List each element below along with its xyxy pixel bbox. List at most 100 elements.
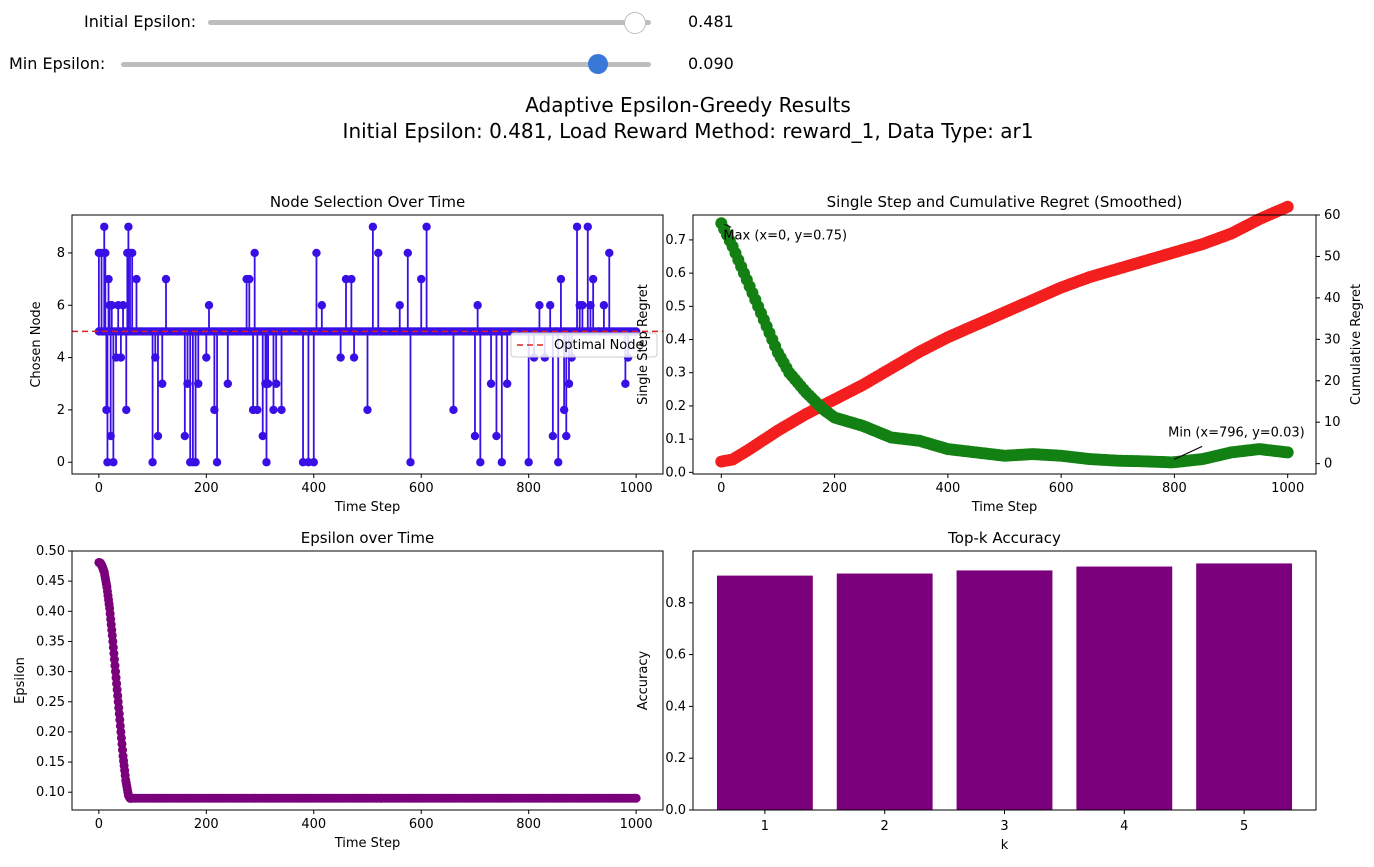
data-point (132, 274, 141, 284)
data-point (309, 458, 318, 467)
figure-suptitle-line1: Adaptive Epsilon-Greedy Results (525, 93, 851, 117)
right-tick-label: 0 (1324, 457, 1332, 472)
data-point (153, 431, 163, 441)
y-tick-label: 0 (57, 455, 65, 470)
data-point (204, 301, 214, 310)
data-point (583, 222, 592, 231)
data-point (422, 222, 431, 231)
min-epsilon-track[interactable] (121, 62, 651, 67)
min-epsilon-label: Min Epsilon: (9, 54, 106, 73)
right-tick-label: 10 (1324, 415, 1341, 430)
right-tick-label: 50 (1324, 249, 1341, 264)
plot-frame (71, 214, 664, 475)
data-point (363, 405, 372, 415)
min-epsilon-value: 0.090 (688, 54, 734, 73)
data-point (118, 301, 128, 310)
data-point (191, 458, 200, 467)
y-tick-label: 0.50 (36, 544, 65, 559)
single-step-regret-point (1281, 446, 1294, 459)
y-tick-label: 0.20 (36, 725, 65, 740)
y-tick-label: 0.6 (665, 266, 686, 281)
data-point (599, 301, 609, 310)
data-point (473, 301, 482, 310)
max-annotation: Max (x=0, y=0.75) (723, 228, 847, 243)
data-point (127, 248, 137, 258)
data-point (262, 458, 271, 467)
y-tick-label: 0.7 (665, 233, 686, 248)
data-point (347, 274, 356, 284)
chart-title: Top-k Accuracy (947, 529, 1061, 547)
initial-epsilon-track[interactable] (208, 20, 651, 25)
plot-frame (692, 550, 1317, 811)
data-point (116, 353, 126, 362)
data-point (476, 458, 485, 467)
y-tick-label: 0.25 (36, 695, 65, 710)
data-point (269, 405, 278, 415)
data-point (502, 379, 512, 388)
y-tick-label: 0.35 (36, 634, 65, 649)
x-tick-label: 1000 (620, 817, 653, 832)
data-point (578, 301, 587, 310)
x-tick-label: 400 (301, 481, 326, 496)
data-point (548, 431, 558, 441)
x-tick-label: 1000 (620, 481, 653, 496)
y-tick-label: 0.2 (665, 751, 686, 766)
x-tick-label: 800 (516, 481, 541, 496)
x-tick-label: 4 (1120, 819, 1128, 834)
y-tick-label: 0.15 (36, 755, 65, 770)
bar-k2 (836, 573, 933, 810)
initial-epsilon-control: Initial Epsilon: 0.481 (0, 8, 760, 38)
data-point (250, 248, 259, 258)
x-tick-label: 800 (516, 817, 541, 832)
right-tick-label: 40 (1324, 291, 1341, 306)
x-tick-label: 0 (95, 481, 103, 496)
bar-k4 (1076, 566, 1173, 810)
data-point (100, 222, 109, 231)
data-point (535, 301, 544, 310)
data-point (212, 458, 222, 467)
data-point (258, 431, 267, 441)
data-point (605, 248, 614, 258)
data-point (102, 405, 111, 415)
min-epsilon-slider-handle[interactable] (588, 54, 608, 74)
initial-epsilon-slider-handle[interactable] (624, 12, 647, 34)
x-tick-label: 200 (194, 817, 219, 832)
data-point (104, 274, 113, 284)
y-axis-label: Epsilon (13, 657, 28, 704)
min-epsilon-control: Min Epsilon: 0.090 (0, 50, 760, 80)
figure-suptitle-line2: Initial Epsilon: 0.481, Load Reward Meth… (343, 119, 1034, 143)
x-tick-label: 2 (881, 819, 889, 834)
min-arrow (1173, 445, 1203, 460)
data-point (122, 405, 131, 415)
data-point (470, 431, 480, 441)
x-tick-label: 0 (717, 481, 725, 496)
data-point (103, 458, 112, 467)
data-point (124, 222, 133, 231)
x-tick-label: 200 (194, 481, 219, 496)
plot-frame (71, 550, 664, 811)
data-point (253, 405, 262, 415)
data-point (524, 458, 533, 467)
data-point (271, 379, 281, 388)
x-tick-label: 200 (822, 481, 847, 496)
right-tick-label: 20 (1324, 374, 1341, 389)
y-tick-label: 0.10 (36, 785, 65, 800)
data-point (158, 379, 167, 388)
data-point (223, 379, 233, 388)
x-tick-label: 1000 (1271, 481, 1304, 496)
x-tick-label: 400 (301, 817, 326, 832)
data-point (277, 405, 286, 415)
data-point (107, 301, 116, 310)
data-point (562, 431, 571, 441)
x-tick-label: 600 (1049, 481, 1074, 496)
initial-epsilon-value: 0.481 (688, 12, 734, 31)
data-point (486, 379, 496, 388)
data-point (317, 301, 327, 310)
plot-frame (692, 214, 1317, 475)
data-point (556, 274, 566, 284)
data-point (101, 248, 110, 258)
data-point (554, 458, 563, 467)
node-selection-chart: Node Selection Over Time Time Step Chosen … (29, 193, 664, 515)
data-point (449, 405, 458, 415)
regret-chart: Single Step and Cumulative Regret (Smoot… (636, 193, 1364, 515)
